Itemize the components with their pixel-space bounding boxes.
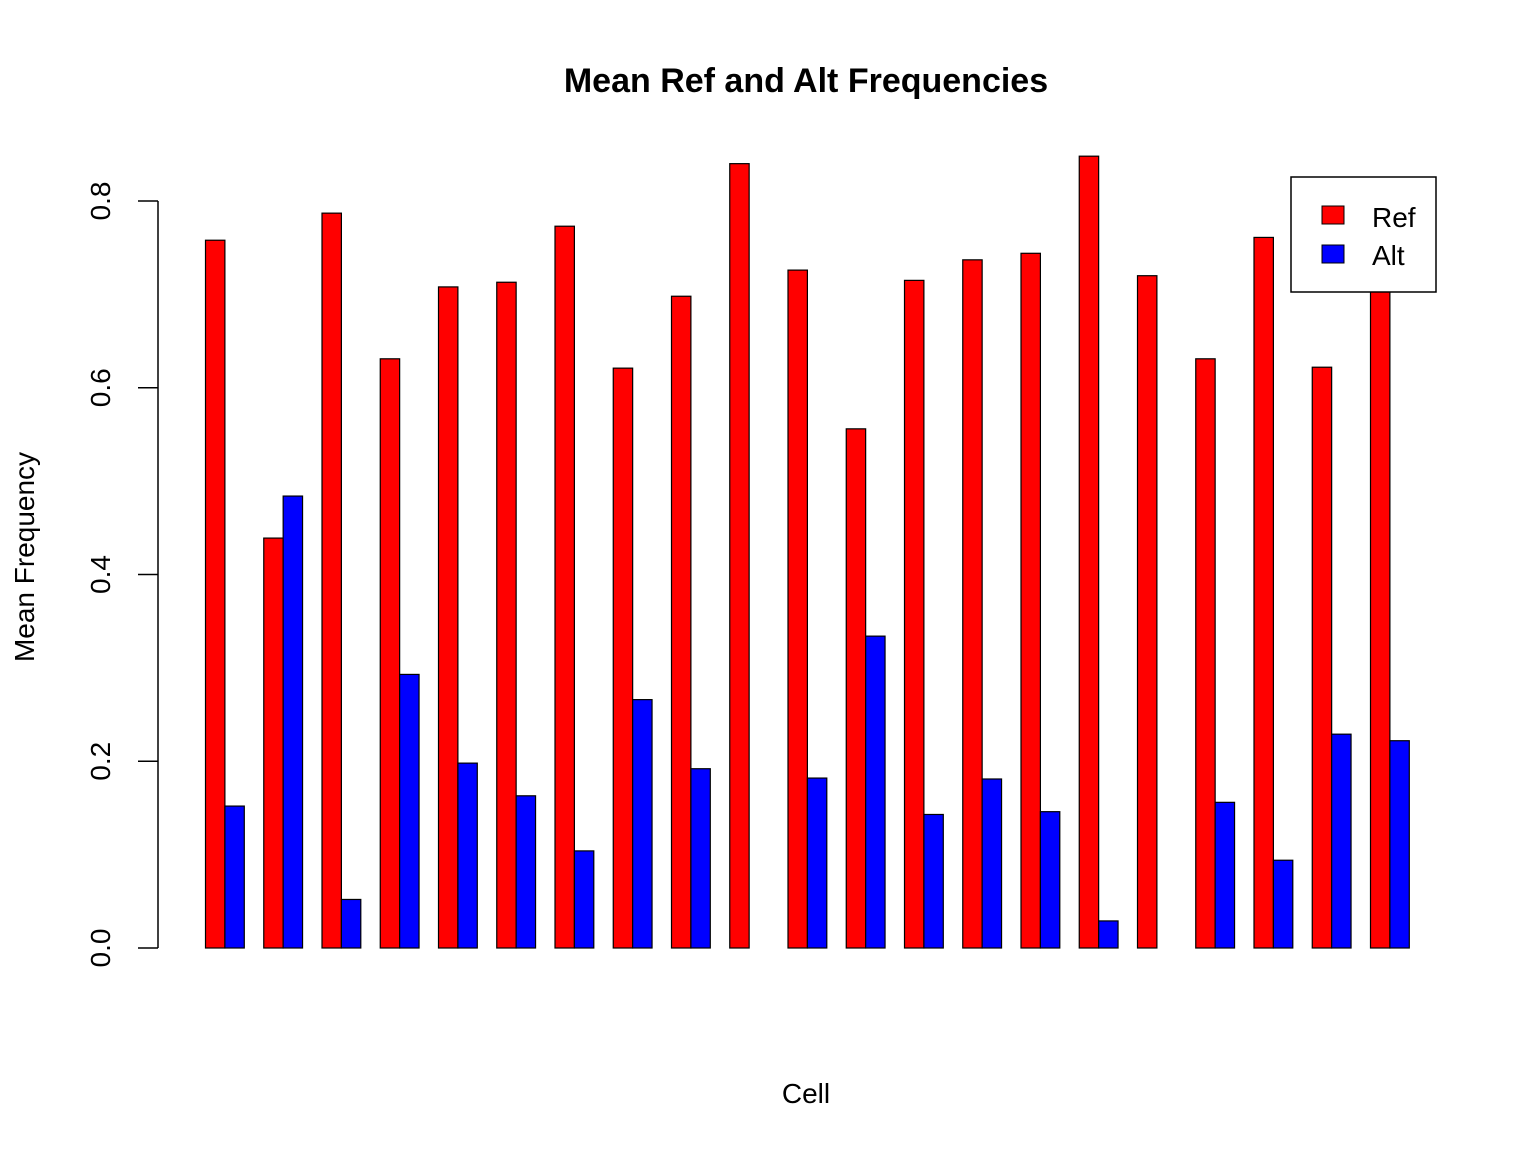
- legend-label-alt: Alt: [1372, 240, 1405, 271]
- bar-ref-17: [1136, 275, 1158, 949]
- bar-alt-21: [1389, 740, 1410, 949]
- y-axis: 0.0 0.2 0.4 0.6 0.8: [85, 182, 159, 968]
- y-tick-label: 0.4: [85, 555, 116, 594]
- bar-alt-12: [865, 635, 886, 949]
- bar-ref-15: [1020, 252, 1041, 949]
- bar-alt-19: [1272, 859, 1294, 949]
- bar-ref-13: [903, 279, 925, 949]
- bar-ref-8: [612, 367, 634, 949]
- bar-alt-2: [282, 495, 304, 949]
- bar-alt-1: [224, 805, 245, 949]
- y-tick-label: 0.6: [85, 368, 116, 407]
- bar-ref-19: [1253, 236, 1274, 949]
- y-tick-label: 0.2: [85, 742, 116, 781]
- bar-ref-18: [1195, 358, 1216, 949]
- legend: Ref Alt: [1290, 176, 1437, 293]
- bar-ref-20: [1311, 366, 1333, 949]
- bar-ref-5: [437, 286, 459, 949]
- y-tick-label: 0.8: [85, 182, 116, 221]
- bar-alt-20: [1331, 733, 1352, 949]
- bar-ref-4: [379, 358, 401, 949]
- bar-alt-7: [573, 850, 595, 949]
- bar-alt-14: [981, 778, 1003, 949]
- bar-alt-13: [923, 813, 944, 949]
- bar-alt-8: [632, 699, 653, 949]
- bar-alt-11: [806, 777, 828, 949]
- bar-ref-10: [729, 163, 750, 949]
- bar-ref-7: [554, 225, 575, 949]
- bar-ref-2: [263, 537, 284, 949]
- bars: [204, 155, 1410, 949]
- legend-swatch-alt: [1321, 244, 1345, 264]
- y-axis-label: Mean Frequency: [9, 452, 40, 662]
- bar-ref-9: [670, 295, 692, 949]
- bar-alt-18: [1214, 801, 1236, 949]
- bar-ref-16: [1078, 155, 1100, 949]
- bar-alt-9: [690, 768, 711, 949]
- bar-ref-1: [204, 239, 226, 949]
- legend-label-ref: Ref: [1372, 202, 1416, 233]
- bar-alt-5: [457, 762, 478, 949]
- bar-alt-3: [340, 898, 362, 949]
- chart-title: Mean Ref and Alt Frequencies: [564, 62, 1048, 100]
- bar-alt-16: [1098, 920, 1119, 949]
- legend-box: [1290, 176, 1437, 293]
- bar-ref-6: [496, 281, 517, 949]
- bar-alt-6: [515, 795, 537, 949]
- bar-ref-12: [845, 428, 867, 949]
- x-axis-label: Cell: [782, 1078, 830, 1109]
- legend-swatch-ref: [1321, 205, 1345, 225]
- bar-ref-21: [1369, 276, 1391, 949]
- y-tick-label: 0.0: [85, 929, 116, 968]
- bar-ref-11: [787, 269, 808, 949]
- bar-alt-15: [1039, 811, 1061, 949]
- bar-ref-14: [962, 259, 983, 949]
- bar-alt-4: [399, 673, 420, 949]
- bar-ref-3: [321, 212, 342, 949]
